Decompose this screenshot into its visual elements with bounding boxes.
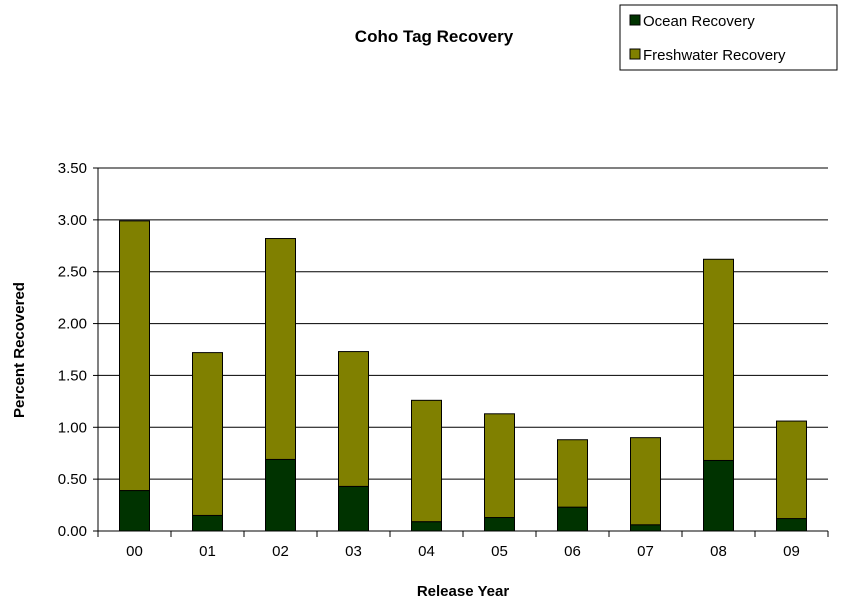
x-axis-title: Release Year [417,583,509,600]
bar-ocean-recovery [557,506,588,532]
legend-swatch-ocean [629,14,641,26]
bar-ocean-recovery [703,459,734,532]
bar-freshwater-recovery [630,437,661,526]
bar-freshwater-recovery [703,258,734,461]
y-axis-title: Percent Recovered [11,282,28,418]
y-tick-label: 1.00 [58,419,87,436]
x-tick-label: 00 [126,543,143,560]
legend-label-freshwater: Freshwater Recovery [643,47,786,64]
x-tick-label: 08 [710,543,727,560]
plot-area: 0.00 0.50 1.00 1.50 2.00 2.50 3.00 3.50 00 01 02 03… [58,160,829,560]
x-tick-label: 07 [637,543,654,560]
y-tick-label: 0.50 [58,471,87,488]
bar-freshwater-recovery [265,238,296,460]
bar-ocean-recovery [119,490,150,532]
y-tick-label: 2.50 [58,264,87,281]
y-tick-label: 3.50 [58,160,87,177]
x-tick-label: 02 [272,543,289,560]
legend-swatch-freshwater [629,48,641,60]
y-tick-label: 1.50 [58,367,87,384]
x-tick-label: 09 [783,543,800,560]
bar-freshwater-recovery [557,439,588,508]
bar-ocean-recovery [484,517,515,532]
bar-ocean-recovery [776,518,807,532]
bar-freshwater-recovery [338,351,369,487]
legend: Ocean Recovery Freshwater Recovery [619,4,838,71]
x-tick-label: 04 [418,543,435,560]
y-tick-label: 3.00 [58,212,87,229]
bar-freshwater-recovery [776,420,807,520]
y-tick-label: 0.00 [58,523,87,540]
x-tick-label: 06 [564,543,581,560]
x-tick-label: 05 [491,543,508,560]
bar-ocean-recovery [411,521,442,532]
bar-ocean-recovery [265,458,296,532]
y-tick-label: 2.00 [58,316,87,333]
bar-ocean-recovery [192,514,223,532]
chart-title: Coho Tag Recovery [355,27,514,46]
x-tick-label: 01 [199,543,216,560]
bar-freshwater-recovery [411,399,442,523]
bar-ocean-recovery [630,524,661,532]
bar-freshwater-recovery [484,413,515,519]
legend-box [619,4,838,71]
bar-ocean-recovery [338,485,369,532]
x-tick-label: 03 [345,543,362,560]
bar-freshwater-recovery [119,220,150,492]
bar-freshwater-recovery [192,352,223,516]
legend-label-ocean: Ocean Recovery [643,13,755,30]
